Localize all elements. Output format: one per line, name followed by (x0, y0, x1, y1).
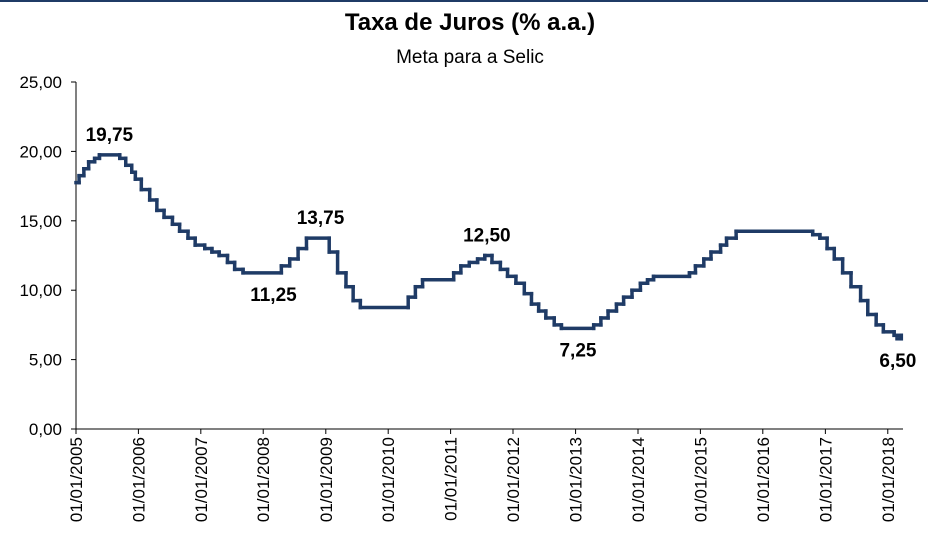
annotation: 6,50 (879, 351, 916, 372)
x-tick-label: 01/01/2005 (67, 437, 86, 522)
x-tick-label: 01/01/2013 (567, 437, 586, 522)
annotation: 13,75 (297, 208, 345, 229)
x-tick-label: 01/01/2016 (754, 437, 773, 522)
y-tick-label: 20,00 (19, 142, 62, 161)
x-tick-label: 01/01/2010 (379, 437, 398, 522)
x-tick-label: 01/01/2008 (254, 437, 273, 522)
annotation: 7,25 (559, 340, 596, 361)
x-tick-label: 01/01/2015 (691, 437, 710, 522)
x-tick-label: 01/01/2007 (192, 437, 211, 522)
x-tick-label: 01/01/2011 (442, 437, 461, 521)
x-tick-label: 01/01/2017 (816, 437, 835, 522)
x-tick-label: 01/01/2006 (129, 437, 148, 522)
y-tick-label: 10,00 (19, 281, 62, 300)
annotation: 11,25 (250, 285, 297, 306)
x-tick-label: 01/01/2012 (504, 437, 523, 522)
x-tick-label: 01/01/2014 (629, 437, 648, 522)
chart-title: Taxa de Juros (% a.a.) (345, 9, 595, 36)
y-tick-label: 25,00 (19, 73, 62, 92)
y-tick-label: 15,00 (19, 212, 62, 231)
y-tick-label: 5,00 (29, 351, 62, 370)
x-tick-label: 01/01/2018 (879, 437, 898, 522)
chart-subtitle: Meta para a Selic (396, 47, 544, 68)
x-tick-label: 01/01/2009 (317, 437, 336, 522)
annotation: 12,50 (463, 226, 511, 247)
y-tick-label: 0,00 (29, 420, 62, 439)
annotation: 19,75 (86, 125, 134, 146)
